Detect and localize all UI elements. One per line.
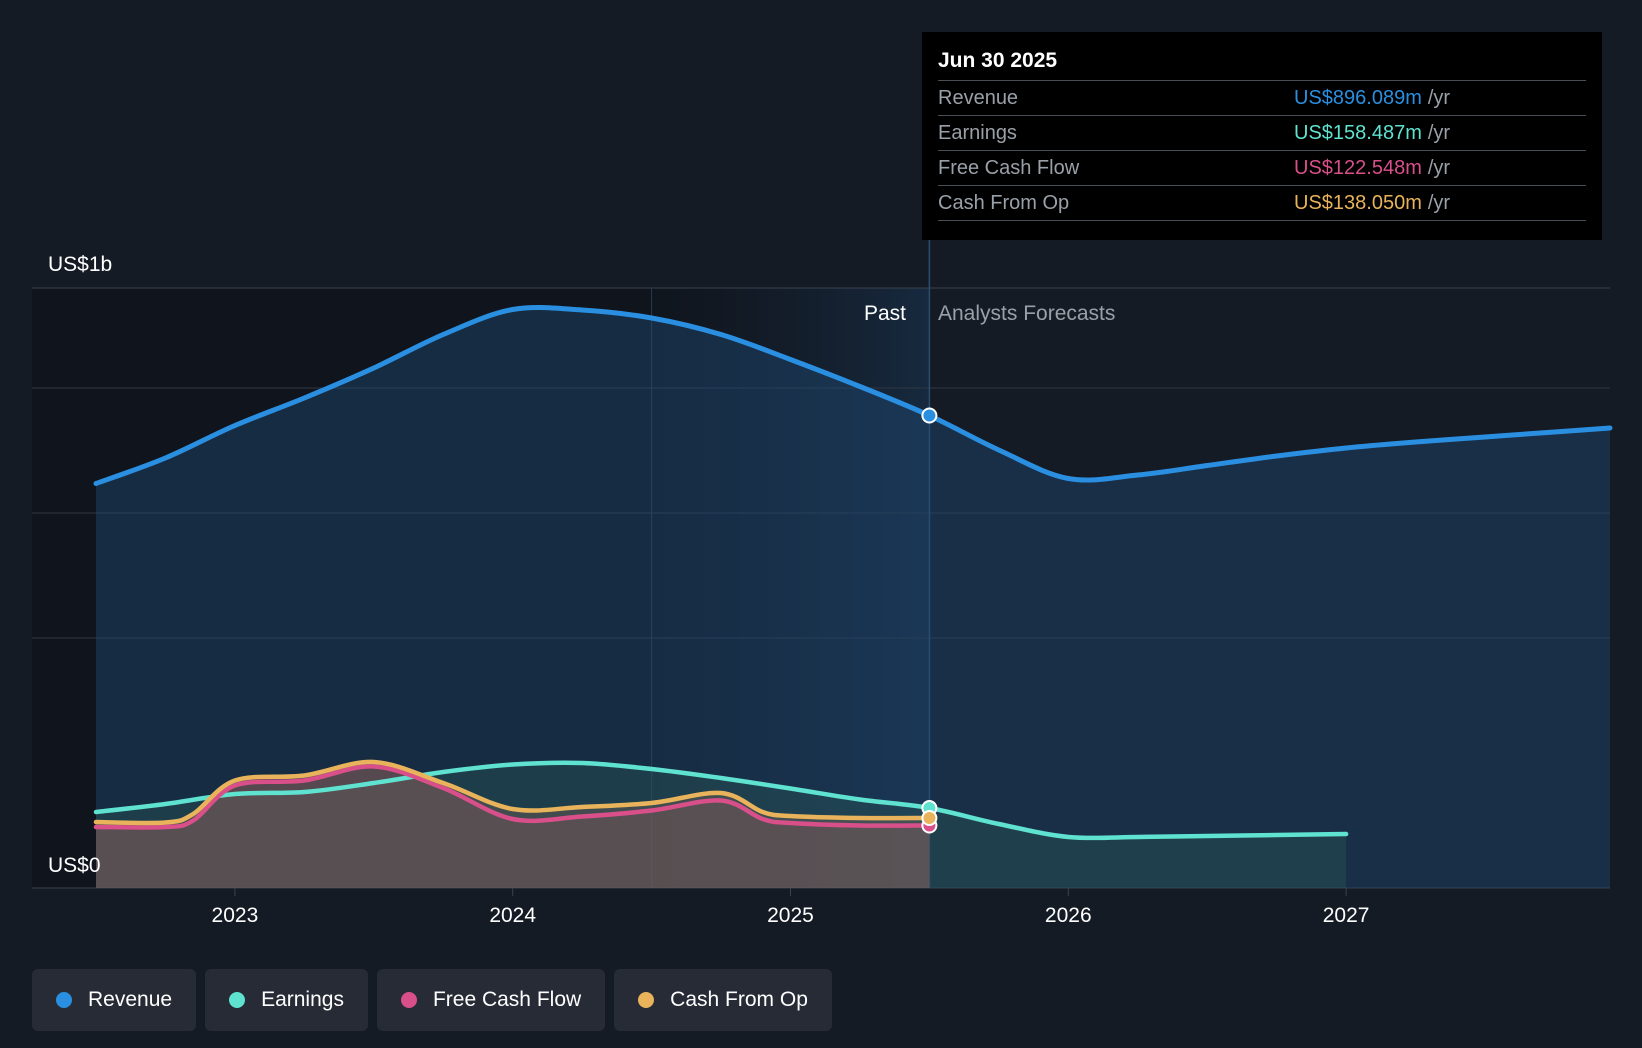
earnings-line [93, 760, 1349, 841]
y-axis-top-label: US$1b [48, 253, 112, 276]
legend-label: Earnings [261, 988, 344, 1011]
tooltip-value: US$158.487m [1294, 121, 1422, 144]
x-tick-label: 2025 [767, 904, 814, 927]
revenue-area [96, 307, 1610, 888]
tooltip-row-cash-from-op: Cash From Op US$138.050m /yr [938, 186, 1586, 221]
tooltip-unit: /yr [1427, 156, 1451, 179]
x-tick-label: 2027 [1323, 904, 1370, 927]
earnings-area [96, 762, 1347, 888]
tooltip-label: Revenue [938, 86, 1019, 109]
free-cash-flow-line [93, 764, 932, 830]
legend-label: Revenue [88, 988, 173, 1011]
legend-item-revenue[interactable]: Revenue [32, 969, 197, 1031]
tooltip: Jun 30 2025 Revenue US$896.089m /yr Earn… [922, 32, 1602, 240]
x-tick-label: 2024 [489, 904, 536, 927]
tooltip-label: Free Cash Flow [938, 156, 1080, 179]
legend-label: Cash From Op [670, 988, 808, 1011]
x-tick-label: 2026 [1045, 904, 1092, 927]
legend-dot-icon [638, 992, 655, 1008]
past-label: Past [864, 302, 906, 325]
forecast-label: Analysts Forecasts [938, 302, 1115, 325]
tooltip-value: US$122.548m [1294, 156, 1422, 179]
tooltip-unit: /yr [1427, 191, 1451, 214]
revenue-line [93, 304, 1613, 486]
tooltip-date: Jun 30 2025 [938, 46, 1586, 81]
legend-item-earnings[interactable]: Earnings [205, 969, 368, 1031]
cash-from-op-line [93, 759, 932, 826]
tooltip-value: US$896.089m [1294, 86, 1422, 109]
legend-dot-icon [56, 992, 72, 1008]
x-tick-label: 2023 [212, 904, 259, 927]
legend-item-free-cash-flow[interactable]: Free Cash Flow [376, 969, 606, 1031]
tooltip-unit: /yr [1427, 86, 1451, 109]
legend-item-cash-from-op[interactable]: Cash From Op [614, 969, 832, 1031]
tooltip-label: Earnings [938, 121, 1017, 144]
legend: Revenue Earnings Free Cash Flow Cash Fro… [32, 969, 832, 1031]
tooltip-row-earnings: Earnings US$158.487m /yr [938, 116, 1586, 151]
legend-label: Free Cash Flow [432, 988, 582, 1011]
legend-dot-icon [229, 992, 246, 1008]
tooltip-label: Cash From Op [938, 191, 1070, 214]
y-axis-bottom-label: US$0 [48, 854, 101, 877]
tooltip-row-revenue: Revenue US$896.089m /yr [938, 81, 1586, 116]
tooltip-row-free-cash-flow: Free Cash Flow US$122.548m /yr [938, 151, 1586, 186]
revenue-marker [921, 407, 938, 424]
tooltip-unit: /yr [1427, 121, 1451, 144]
free-cash-flow-area [96, 766, 930, 888]
tooltip-value: US$138.050m [1294, 191, 1422, 214]
legend-dot-icon [400, 992, 417, 1008]
cash-from-op-marker [921, 810, 938, 826]
